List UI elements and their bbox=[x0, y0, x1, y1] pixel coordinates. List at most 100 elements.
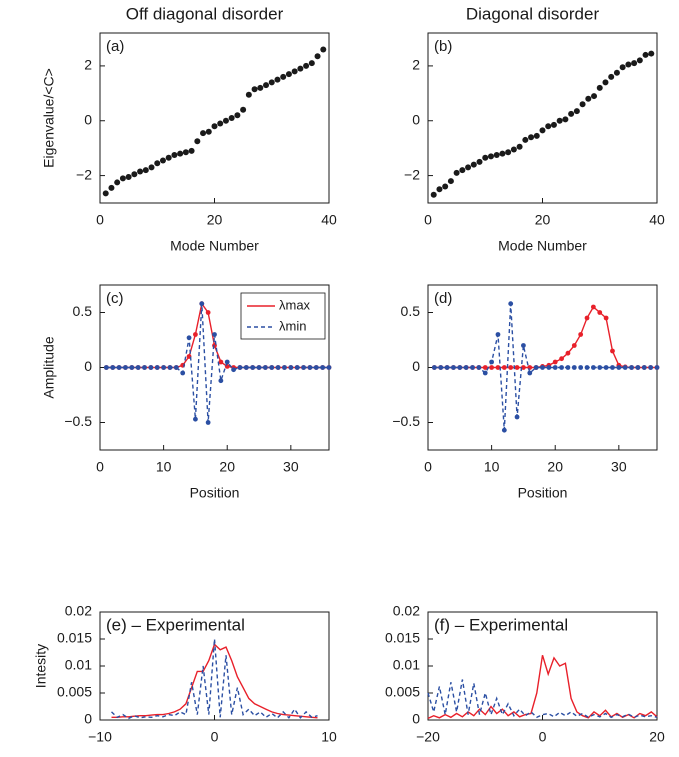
y-tick-label: 0.5 bbox=[401, 303, 421, 319]
marker bbox=[110, 365, 116, 370]
point bbox=[476, 158, 483, 165]
point bbox=[308, 60, 315, 67]
point bbox=[177, 150, 184, 157]
marker bbox=[212, 332, 217, 337]
legend-label: λmax bbox=[279, 297, 311, 312]
panel-label: (e) – Experimental bbox=[106, 615, 245, 634]
x-tick-label: 20 bbox=[535, 212, 551, 228]
marker bbox=[559, 365, 564, 370]
marker bbox=[622, 365, 628, 370]
point bbox=[550, 121, 557, 128]
marker bbox=[590, 304, 596, 310]
y-tick-label: 0.015 bbox=[385, 630, 420, 646]
axes-frame bbox=[427, 32, 658, 204]
point bbox=[171, 152, 178, 159]
marker bbox=[590, 365, 596, 370]
point bbox=[430, 191, 437, 198]
line bbox=[111, 638, 318, 720]
marker bbox=[603, 315, 609, 321]
marker bbox=[444, 365, 450, 370]
axes-frame bbox=[99, 32, 330, 204]
marker bbox=[552, 359, 558, 365]
marker bbox=[282, 365, 287, 370]
point bbox=[303, 62, 310, 69]
panel-label: (c) bbox=[106, 290, 124, 307]
point bbox=[131, 171, 138, 178]
marker bbox=[123, 365, 128, 370]
marker bbox=[275, 365, 281, 370]
y-tick-label: 2 bbox=[412, 57, 420, 73]
marker bbox=[565, 365, 571, 370]
marker bbox=[135, 365, 141, 370]
line bbox=[427, 654, 658, 720]
marker bbox=[313, 365, 319, 370]
y-tick-label: 0.005 bbox=[57, 684, 92, 700]
point bbox=[510, 146, 517, 153]
point bbox=[320, 46, 327, 53]
point bbox=[442, 183, 449, 190]
y-tick-label: 0 bbox=[412, 711, 420, 727]
x-tick-label: 10 bbox=[484, 459, 500, 475]
y-tick-label: 0.01 bbox=[393, 657, 420, 673]
point bbox=[447, 178, 454, 185]
marker bbox=[521, 365, 526, 370]
marker bbox=[584, 365, 590, 370]
marker bbox=[438, 365, 444, 370]
x-tick-label: 0 bbox=[424, 212, 432, 228]
point bbox=[188, 147, 195, 154]
y-tick-label: 0.5 bbox=[73, 303, 93, 319]
marker bbox=[301, 365, 306, 370]
point bbox=[562, 116, 569, 123]
marker bbox=[463, 365, 469, 370]
x-tick-label: 40 bbox=[321, 212, 337, 228]
x-tick-label: 20 bbox=[219, 459, 235, 475]
point bbox=[119, 175, 126, 182]
x-tick-label: 20 bbox=[207, 212, 223, 228]
marker bbox=[218, 359, 224, 365]
point bbox=[499, 150, 506, 157]
point bbox=[585, 95, 592, 102]
marker bbox=[193, 332, 198, 337]
marker bbox=[237, 365, 243, 370]
x-tick-label: 30 bbox=[611, 459, 627, 475]
x-tick-label: 20 bbox=[649, 729, 665, 745]
point bbox=[211, 123, 218, 130]
marker bbox=[199, 301, 205, 307]
point bbox=[516, 143, 523, 150]
marker bbox=[514, 365, 520, 370]
marker bbox=[501, 365, 507, 370]
marker bbox=[116, 365, 122, 370]
marker bbox=[501, 427, 507, 433]
x-axis-label: Mode Number bbox=[498, 238, 587, 254]
marker bbox=[654, 365, 660, 370]
marker bbox=[571, 365, 577, 370]
y-tick-label: 2 bbox=[84, 57, 92, 73]
y-tick-label: −0.5 bbox=[64, 413, 92, 429]
point bbox=[108, 184, 115, 191]
marker bbox=[294, 365, 300, 370]
point bbox=[228, 115, 235, 121]
y-tick-label: −0.5 bbox=[392, 413, 420, 429]
line bbox=[434, 305, 657, 369]
marker bbox=[451, 365, 456, 370]
x-tick-label: 10 bbox=[156, 459, 172, 475]
marker bbox=[154, 365, 160, 370]
marker bbox=[224, 359, 230, 365]
marker bbox=[578, 332, 584, 337]
legend-label: λmin bbox=[279, 318, 306, 333]
point bbox=[608, 73, 615, 80]
panel-title: Diagonal disorder bbox=[466, 4, 600, 23]
x-tick-label: 10 bbox=[321, 729, 337, 745]
marker bbox=[635, 365, 641, 370]
y-tick-label: 0.005 bbox=[385, 684, 420, 700]
marker bbox=[578, 365, 584, 370]
point bbox=[636, 57, 643, 64]
marker bbox=[142, 365, 147, 370]
point bbox=[545, 123, 552, 130]
marker bbox=[616, 365, 622, 370]
panel-label: (f) – Experimental bbox=[434, 615, 568, 634]
point bbox=[625, 61, 632, 68]
y-axis-label: Amplitude bbox=[41, 336, 57, 398]
marker bbox=[326, 365, 332, 370]
